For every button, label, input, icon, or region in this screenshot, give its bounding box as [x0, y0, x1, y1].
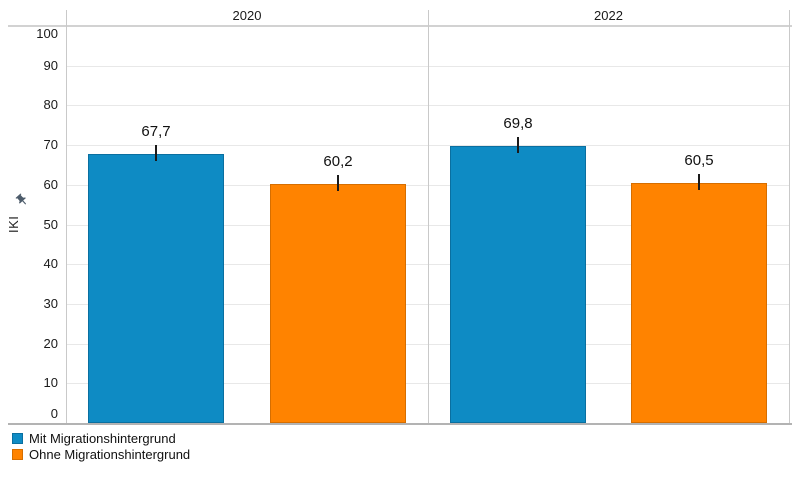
y-axis-line — [66, 10, 67, 423]
error-bar — [698, 174, 700, 190]
grid-line — [66, 66, 789, 67]
grid-line — [66, 105, 789, 106]
grid-line — [66, 304, 789, 305]
y-tick-label: 90 — [43, 58, 58, 73]
y-tick-label: 100 — [36, 26, 58, 41]
error-bar — [155, 145, 157, 161]
y-tick-label: 60 — [43, 177, 58, 192]
pin-icon[interactable] — [15, 193, 29, 207]
legend-swatch — [12, 449, 23, 460]
grid-line — [66, 145, 789, 146]
legend-swatch — [12, 433, 23, 444]
bar-mit-2020[interactable] — [88, 154, 224, 423]
bar-value-label: 69,8 — [503, 115, 533, 132]
bar-value-label: 60,2 — [323, 153, 353, 170]
error-bar — [337, 175, 339, 191]
legend-label: Mit Migrationshintergrund — [29, 431, 176, 446]
legend-item-ohne[interactable]: Ohne Migrationshintergrund — [12, 447, 190, 462]
grid-line — [66, 383, 789, 384]
legend: Mit Migrationshintergrund Ohne Migrations… — [12, 431, 190, 463]
bar-mit-2022[interactable] — [450, 146, 586, 423]
y-tick-label: 70 — [43, 137, 58, 152]
y-tick-label: 40 — [43, 256, 58, 271]
y-tick-label: 30 — [43, 296, 58, 311]
top-gridline — [8, 25, 792, 27]
legend-label: Ohne Migrationshintergrund — [29, 447, 191, 462]
plot-right-border — [789, 10, 790, 423]
bar-value-label: 67,7 — [141, 123, 171, 140]
y-tick-label: 50 — [43, 217, 58, 232]
grid-line — [66, 264, 789, 265]
bar-ohne-2020[interactable] — [270, 184, 406, 423]
grid-line — [66, 344, 789, 345]
baseline — [8, 423, 792, 425]
error-bar — [517, 137, 519, 153]
y-tick-label: 0 — [50, 406, 58, 421]
panel-header: 2022 — [594, 8, 623, 23]
y-tick-label: 20 — [43, 336, 58, 351]
panel-header: 2020 — [232, 8, 262, 23]
y-tick-label: 80 — [43, 97, 58, 112]
y-tick-label: 10 — [43, 375, 58, 390]
bar-ohne-2022[interactable] — [631, 183, 767, 423]
legend-item-mit[interactable]: Mit Migrationshintergrund — [12, 431, 190, 446]
grid-line — [66, 225, 789, 226]
panel-divider — [428, 10, 429, 423]
bar-value-label: 60,5 — [684, 152, 714, 169]
grid-line — [66, 185, 789, 186]
